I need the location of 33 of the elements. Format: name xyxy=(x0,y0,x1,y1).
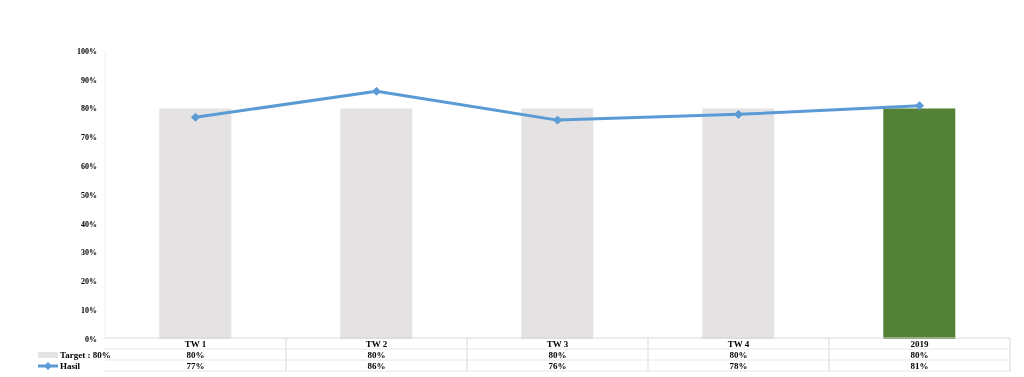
y-tick-label: 100% xyxy=(77,46,97,56)
y-tick-label: 70% xyxy=(81,133,97,143)
data-label: 80% xyxy=(548,350,567,360)
x-tick-label: TW 3 xyxy=(546,339,569,349)
legend-label: Target : 80% xyxy=(60,349,111,360)
y-tick-label: 40% xyxy=(81,219,97,229)
y-tick-label: 20% xyxy=(81,277,97,287)
y-tick-label: 50% xyxy=(81,190,97,200)
x-tick-label: 2019 xyxy=(910,339,929,349)
point xyxy=(915,101,924,111)
y-tick-label: 90% xyxy=(81,75,97,85)
x-tick-label: TW 4 xyxy=(727,339,750,349)
point xyxy=(191,112,200,122)
point xyxy=(553,115,562,125)
data-label: 81% xyxy=(910,361,929,371)
legend-label: Hasil xyxy=(60,360,81,371)
y-tick-label: 0% xyxy=(85,334,97,344)
data-label: 77% xyxy=(186,361,205,371)
y-tick-label: 10% xyxy=(81,306,97,316)
point xyxy=(734,109,743,119)
data-label: 80% xyxy=(729,350,748,360)
data-label: 80% xyxy=(367,350,386,360)
data-label: 80% xyxy=(910,350,929,360)
data-label: 86% xyxy=(367,361,386,371)
y-tick-label: 80% xyxy=(81,104,97,114)
data-label: 76% xyxy=(548,361,567,371)
point xyxy=(372,86,381,96)
y-tick-label: 30% xyxy=(81,248,97,258)
x-tick-label: TW 1 xyxy=(184,339,207,349)
data-label: 80% xyxy=(186,350,205,360)
y-tick-label: 60% xyxy=(81,162,97,172)
data-label: 78% xyxy=(729,361,748,371)
x-tick-label: TW 2 xyxy=(365,339,388,349)
